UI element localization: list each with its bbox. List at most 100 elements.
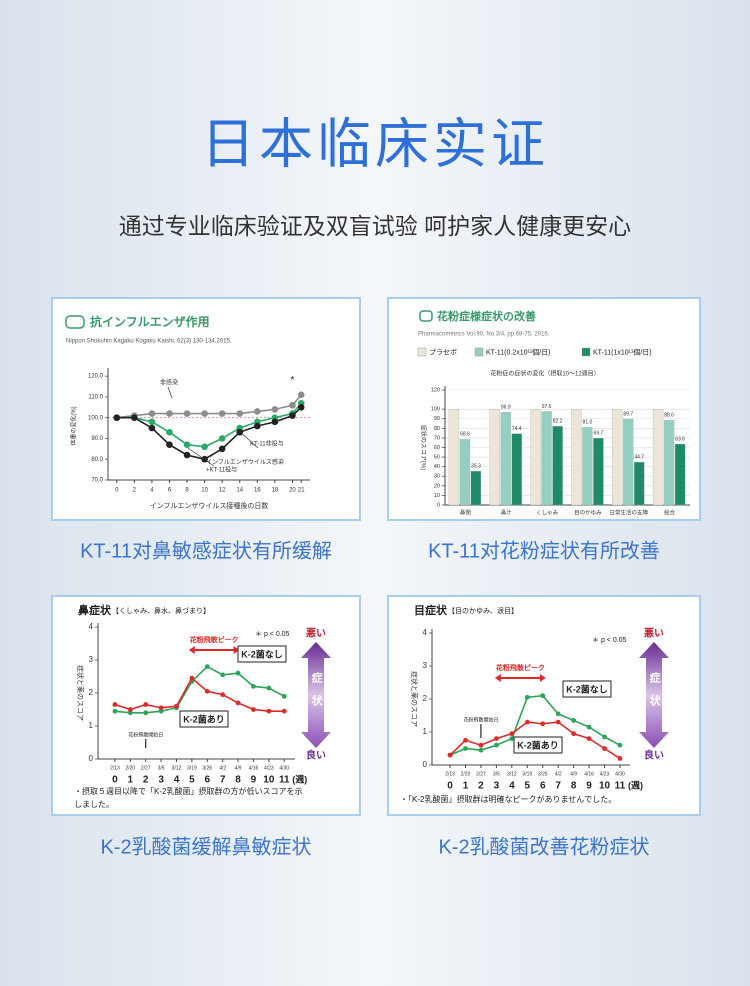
data-point: [158, 708, 164, 714]
x-tick-label: 1: [128, 775, 134, 786]
p-value: ＊ p < 0.05: [592, 637, 627, 644]
bar: [623, 418, 634, 506]
chart-subtitle: 花粉症の症状の変化（摂取10〜12週目）: [490, 370, 599, 378]
panel: [51, 297, 361, 521]
data-point: [524, 719, 530, 725]
x-date-label: 3/19: [187, 765, 197, 771]
x-tick-label: 4: [174, 775, 180, 786]
x-tick-label: 8: [185, 488, 189, 494]
x-date-label: 2/27: [141, 765, 151, 771]
x-tick-label: 日常生活の支障: [609, 508, 648, 516]
label-pointer: [187, 447, 215, 467]
data-point: [220, 672, 226, 678]
bar: [571, 409, 582, 506]
x-tick-label: くしゃみ: [536, 509, 559, 516]
data-point: [297, 404, 305, 411]
citation: Pharmacometrics Vol.90, No.3/4, pp.69-75…: [418, 332, 550, 338]
data-point: [201, 410, 208, 417]
legend-swatch: [417, 347, 427, 357]
x-tick-label: 21: [298, 488, 305, 494]
data-point: [617, 756, 623, 761]
peak-label: 花粉飛散ピーク: [496, 663, 545, 672]
y-tick-label: 10: [434, 493, 440, 499]
bar: [541, 411, 552, 506]
x-date-label: 3/5: [493, 771, 500, 777]
data-point: [271, 406, 279, 413]
x-date-label: 3/26: [538, 771, 548, 777]
y-tick-label: 100: [431, 407, 440, 413]
bar: [459, 439, 471, 506]
legend-swatch: [581, 347, 591, 357]
x-date-label: 3/12: [507, 771, 517, 777]
caption: K-2乳酸菌缓解鼻敏症状: [100, 835, 311, 858]
peak-arrowhead: [494, 674, 546, 682]
y-tick-label: 120: [431, 387, 440, 393]
x-tick-label: 鼻閉: [460, 508, 472, 516]
better-label: 良い: [644, 749, 664, 762]
symptom-label: 症状: [648, 671, 661, 718]
x-tick-label: 5: [525, 781, 531, 792]
data-point: [189, 675, 195, 681]
x-date-label: 3/26: [202, 765, 212, 771]
y-tick-label: 2: [89, 688, 94, 697]
y-tick-label: 1: [423, 727, 428, 736]
x-date-label: 2/13: [445, 771, 455, 777]
value-label: 82.2: [553, 419, 563, 425]
x-tick-label: 6: [168, 488, 172, 494]
footnote: ・摂取５週目以降で「K-2乳酸菌」摂取群の方が低いスコアを示: [74, 786, 302, 796]
footnote: ・「K-2乳酸菌」摂取群は明確なピークがありませんでした。: [400, 794, 616, 804]
x-tick-label: 11: [279, 775, 290, 786]
series-line: [114, 665, 285, 714]
data-point: [266, 708, 272, 714]
value-label: 44.7: [634, 454, 644, 460]
footnote: しました。: [74, 800, 114, 809]
legend-swatch: [474, 347, 484, 357]
x-tick-label: 目のかゆみ: [574, 509, 602, 516]
y-tick-label: 3: [89, 655, 94, 664]
peak-arrowhead: [188, 646, 240, 654]
chart-title: 抗インフルエンザ作用: [90, 314, 210, 329]
severity-arrow: [301, 642, 331, 748]
data-point: [218, 445, 226, 453]
x-tick-label: 0: [112, 775, 118, 786]
x-tick-label: 10: [201, 488, 208, 494]
data-point: [183, 441, 191, 448]
y-tick-label: 120.0: [88, 374, 104, 380]
x-tick-label: 鼻汁: [501, 508, 513, 516]
series-label: K-2菌あり: [517, 739, 559, 750]
data-point: [201, 443, 208, 451]
data-point: [251, 684, 256, 689]
y-tick-label: 80: [434, 426, 440, 432]
data-point: [127, 710, 133, 716]
data-point: [143, 710, 149, 716]
x-tick-label: 11: [615, 781, 626, 792]
series-label: インフルエンザウイルス感染+KT-11投与: [206, 458, 284, 474]
x-tick-label: 7: [220, 775, 226, 786]
data-point: [463, 737, 468, 743]
x-tick-label: 3: [494, 781, 500, 792]
bar: [511, 433, 522, 506]
x-tick-label: 7: [555, 781, 561, 792]
peak-label: 花粉飛散ピーク: [190, 635, 239, 644]
y-axis-label: 体重の変化(%): [70, 406, 78, 445]
data-point: [148, 418, 156, 426]
x-tick-label: 2: [133, 488, 137, 494]
y-tick-label: 100.0: [88, 415, 104, 421]
data-point: [113, 414, 121, 421]
y-tick-label: 2: [423, 694, 428, 703]
x-date-label: 4/9: [235, 765, 242, 771]
caption: KT-11对鼻敏感症状有所缓解: [80, 539, 332, 562]
data-point: [254, 408, 261, 415]
y-tick-label: 1: [89, 721, 94, 730]
data-point: [236, 428, 244, 436]
bar: [530, 409, 541, 506]
data-point: [463, 746, 468, 751]
data-point: [289, 401, 296, 409]
data-point: [204, 688, 210, 694]
better-label: 良い: [306, 749, 326, 762]
x-tick-label: 10: [263, 775, 275, 786]
data-point: [289, 412, 296, 419]
caption: K-2乳酸菌改善花粉症状: [438, 835, 649, 858]
